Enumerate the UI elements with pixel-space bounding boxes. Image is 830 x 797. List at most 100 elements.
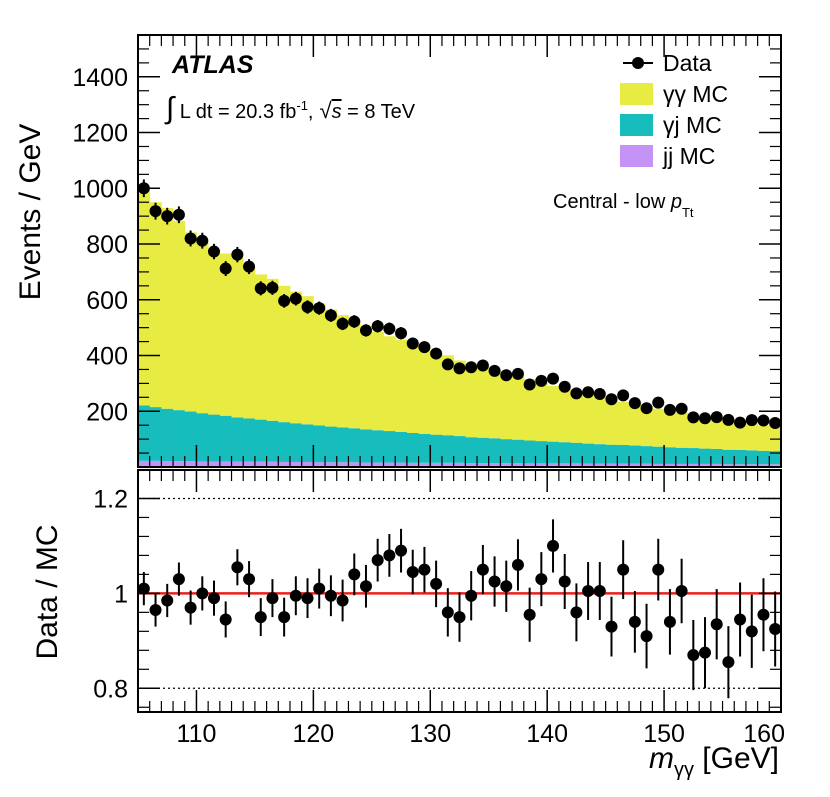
ratio-point (301, 592, 314, 605)
ratio-point (207, 592, 220, 605)
bar-jetjet-bin-41 (617, 463, 630, 467)
bar-gammagamma-bin-3 (173, 220, 186, 411)
ratio-point (570, 606, 583, 619)
bar-gammagamma-bin-52 (745, 423, 759, 451)
ratio-point (722, 656, 735, 669)
bar-jetjet-bin-52 (745, 464, 759, 467)
bar-jetjet-bin-14 (301, 461, 314, 467)
bar-gammagamma-bin-21 (383, 336, 396, 432)
ratio-point (593, 585, 606, 597)
data-point (500, 369, 513, 382)
bar-gammajet-bin-1 (149, 407, 162, 461)
data-point (196, 234, 209, 247)
ratio-point (488, 575, 501, 588)
bar-jetjet-bin-38 (582, 463, 595, 467)
bar-jetjet-bin-11 (266, 461, 279, 467)
bar-jetjet-bin-49 (710, 463, 723, 467)
bar-jetjet-bin-40 (605, 463, 618, 467)
ratio-point (675, 585, 688, 597)
bar-gammajet-bin-45 (664, 447, 677, 464)
bar-gammagamma-bin-45 (664, 410, 677, 448)
bar-jetjet-bin-42 (629, 463, 642, 467)
bar-gammajet-bin-44 (652, 446, 665, 464)
bar-gammagamma-bin-34 (535, 382, 548, 442)
bar-gammagamma-bin-33 (523, 379, 536, 441)
bar-gammajet-bin-24 (418, 433, 431, 463)
bar-gammagamma-bin-26 (441, 355, 455, 436)
main-y-tick-label: 1200 (72, 120, 128, 148)
bar-jetjet-bin-1 (149, 460, 162, 467)
bar-jetjet-bin-17 (336, 462, 349, 467)
legend-jetjet-swatch (620, 145, 653, 167)
legend-item-jetjet: jj MC (620, 143, 715, 169)
bar-jetjet-bin-54 (769, 464, 782, 467)
ratio-point (418, 563, 431, 576)
bar-jetjet-bin-43 (640, 463, 653, 467)
bar-jetjet-bin-23 (406, 462, 419, 467)
bar-gammagamma-bin-23 (406, 345, 419, 433)
data-point (359, 324, 372, 337)
bar-jetjet-bin-22 (395, 462, 408, 467)
data-point (570, 387, 583, 400)
bar-gammagamma-bin-10 (254, 274, 267, 420)
data-point (172, 208, 185, 221)
legend-data-marker (632, 57, 644, 69)
bar-gammajet-bin-11 (266, 420, 279, 462)
bar-gammagamma-bin-20 (371, 331, 384, 431)
bar-gammajet-bin-25 (430, 434, 443, 463)
bar-gammagamma-bin-30 (488, 369, 501, 439)
ratio-point (465, 589, 478, 602)
ratio-point (476, 563, 489, 576)
ratio-point (278, 611, 291, 624)
data-point (336, 317, 349, 330)
data-point (465, 361, 478, 374)
bar-gammagamma-bin-22 (395, 339, 408, 432)
bar-gammagamma-bin-50 (722, 420, 735, 450)
bar-gammagamma-bin-19 (360, 325, 373, 430)
ratio-point (663, 615, 676, 628)
data-point (313, 302, 326, 315)
bar-gammagamma-bin-27 (453, 360, 466, 437)
bar-gammagamma-bin-48 (699, 416, 712, 449)
bar-jetjet-bin-16 (325, 462, 338, 467)
ratio-point (745, 625, 758, 638)
bar-gammagamma-bin-8 (231, 257, 244, 418)
bar-gammajet-bin-13 (289, 423, 303, 462)
data-point (383, 322, 396, 335)
bar-gammajet-bin-37 (570, 442, 583, 464)
ratio-y-axis-title: Data / MC (31, 524, 64, 659)
data-point (745, 414, 758, 427)
bar-gammajet-bin-21 (383, 431, 396, 463)
data-point (149, 205, 162, 218)
data-point (535, 374, 548, 387)
bar-jetjet-bin-39 (593, 463, 607, 467)
ratio-point (395, 544, 408, 557)
bar-jetjet-bin-26 (441, 462, 455, 467)
bar-gammajet-bin-36 (558, 442, 571, 464)
ratio-point (231, 561, 244, 574)
luminosity-label: ∫ L dt = 20.3 fb-1, √s = 8 TeV (164, 92, 416, 125)
bar-gammajet-bin-5 (196, 413, 209, 462)
data-point (523, 378, 536, 391)
bar-jetjet-bin-3 (173, 461, 186, 467)
bar-jetjet-bin-33 (523, 463, 536, 467)
bar-jetjet-bin-9 (243, 461, 256, 467)
x-axis-title-unit: [GeV] (694, 742, 779, 775)
bar-gammagamma-bin-2 (161, 208, 174, 409)
ratio-point (652, 563, 665, 576)
bar-jetjet-bin-24 (418, 462, 431, 467)
ratio-panel-frame (137, 469, 782, 713)
category-prefix: Central - low (553, 191, 671, 213)
main-y-tick-label: 1000 (72, 175, 128, 203)
bar-gammagamma-bin-11 (266, 278, 279, 421)
bar-gammajet-bin-34 (535, 441, 548, 464)
ratio-point (734, 613, 747, 626)
bar-gammagamma-bin-25 (430, 353, 443, 435)
x-tick-label: 140 (526, 720, 568, 748)
data-point (628, 397, 641, 410)
ratio-point (769, 622, 782, 635)
bar-gammajet-bin-10 (254, 419, 267, 462)
bar-gammajet-bin-8 (231, 417, 244, 462)
bar-jetjet-bin-32 (512, 463, 525, 467)
bar-jetjet-bin-18 (348, 462, 361, 467)
